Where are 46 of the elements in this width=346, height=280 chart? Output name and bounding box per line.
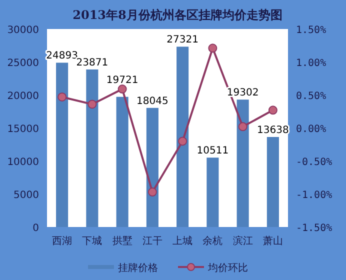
y2-tick-label: -1.00% xyxy=(296,190,332,201)
bar xyxy=(146,108,158,227)
bar xyxy=(266,136,279,227)
y2-tick-label: 0.00% xyxy=(296,124,326,135)
y-tick-label: 20000 xyxy=(7,91,39,102)
x-tick-label: 下城 xyxy=(82,235,102,247)
x-tick-label: 滨江 xyxy=(232,235,253,247)
y-tick-label: 30000 xyxy=(7,25,39,36)
bar xyxy=(86,69,98,227)
bar xyxy=(206,158,219,227)
bar xyxy=(56,62,68,227)
point xyxy=(268,106,278,115)
y2-tick-label: 1.00% xyxy=(296,58,326,69)
bar xyxy=(116,96,128,227)
point xyxy=(118,84,127,94)
x-tick-label: 西湖 xyxy=(52,235,72,247)
y-tick-label: 25000 xyxy=(7,58,39,69)
x-tick-label: 萧山 xyxy=(262,235,283,247)
legend-label: 均价环比 xyxy=(207,262,248,274)
y2-tick-label: 1.50% xyxy=(296,25,326,36)
point xyxy=(238,122,248,132)
y2-tick-label: -0.50% xyxy=(296,157,332,168)
data-label: 10511 xyxy=(196,146,229,157)
point xyxy=(178,136,188,146)
point xyxy=(88,100,97,109)
y2-tick-label: 0.50% xyxy=(296,91,326,102)
y-tick-label: 0 xyxy=(32,223,39,234)
data-label: 19721 xyxy=(106,75,138,86)
point xyxy=(58,92,67,102)
x-tick-label: 余杭 xyxy=(202,235,223,247)
y2-tick-label: -1.50% xyxy=(296,223,332,234)
x-tick-label: 江干 xyxy=(142,235,162,247)
legend-label: 挂牌价格 xyxy=(118,262,158,274)
y-tick-label: 5000 xyxy=(14,190,39,201)
y-tick-label: 15000 xyxy=(7,124,39,135)
x-tick-label: 上城 xyxy=(172,235,193,247)
chart-title: 2013年8月份杭州各区挂牌均价走势图 xyxy=(72,8,282,22)
data-label: 18045 xyxy=(136,96,168,107)
point xyxy=(208,44,218,53)
point xyxy=(148,188,157,197)
bar xyxy=(176,46,189,227)
y-tick-label: 10000 xyxy=(7,157,39,168)
bar xyxy=(236,100,249,227)
data-label: 23871 xyxy=(76,57,108,68)
x-tick-label: 拱墅 xyxy=(112,235,132,247)
data-label: 27321 xyxy=(166,34,198,46)
